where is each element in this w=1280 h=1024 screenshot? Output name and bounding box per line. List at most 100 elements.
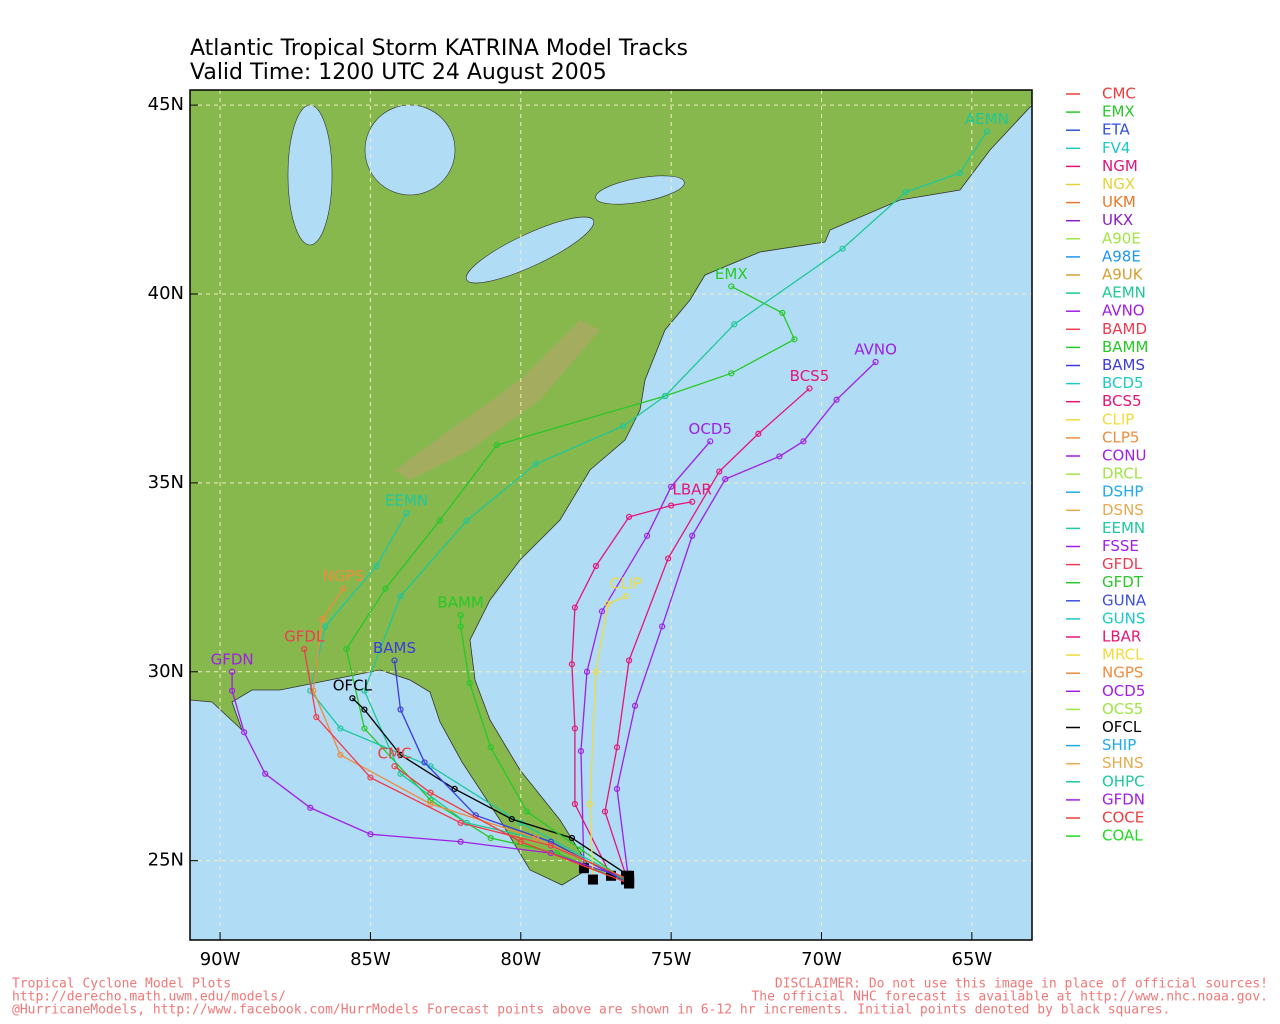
land	[190, 90, 1032, 886]
forecast-point	[689, 532, 696, 539]
forecast-point	[382, 585, 389, 592]
track-label: EMX	[715, 265, 748, 283]
forecast-point	[343, 646, 350, 653]
x-tick-label: 85W	[350, 949, 391, 970]
initial-point	[578, 863, 589, 874]
model-track	[604, 387, 810, 876]
forecast-point	[457, 623, 464, 630]
forecast-point	[779, 309, 786, 316]
forecast-point	[728, 370, 735, 377]
forecast-point	[604, 600, 612, 607]
forecast-point	[571, 725, 579, 732]
forecast-point	[361, 687, 368, 694]
legend-label: CLIP	[1102, 410, 1134, 428]
legend-label: LBAR	[1102, 628, 1141, 646]
legend-label: ETA	[1102, 121, 1130, 139]
x-tick-label: 80W	[500, 949, 541, 970]
footer-text: The official NHC forecast is available a…	[751, 990, 1268, 1005]
forecast-point	[313, 714, 320, 721]
legend-label: GUNS	[1102, 609, 1145, 627]
highlands	[395, 320, 600, 480]
track-label: AVNO	[854, 341, 897, 359]
legend-label: FSSE	[1102, 537, 1139, 555]
legend-label: CONU	[1102, 447, 1146, 465]
forecast-point	[668, 502, 675, 509]
title-line: Atlantic Tropical Storm KATRINA Model Tr…	[190, 36, 688, 61]
forecast-point	[436, 517, 443, 524]
legend-label: NGM	[1102, 157, 1138, 175]
forecast-point	[577, 748, 585, 755]
forecast-point	[622, 593, 630, 600]
forecast-point	[322, 623, 329, 630]
forecast-point	[367, 774, 374, 781]
legend-label: NGX	[1102, 175, 1135, 193]
forecast-point	[668, 483, 675, 490]
track-label: CLIP	[610, 575, 642, 593]
legend-label: DSHP	[1102, 483, 1143, 501]
legend-label: COCE	[1102, 809, 1144, 827]
forecast-point	[463, 819, 470, 826]
forecast-point	[776, 453, 783, 460]
forecast-point	[391, 657, 398, 664]
y-tick-label: 35N	[148, 472, 184, 493]
map: EMX AEMN AVNO BCS5 OCD5 LBAR EEMN GFDN OFCL BAMM B…	[190, 90, 1032, 940]
forecast-point	[457, 838, 464, 845]
forecast-point	[625, 513, 633, 520]
track-label: OCD5	[689, 420, 732, 438]
forecast-point	[707, 438, 714, 445]
initial-point	[587, 874, 598, 885]
footer-text: http://derecho.math.uwm.edu/models/	[12, 990, 286, 1005]
legend-label: BAMM	[1102, 338, 1148, 356]
legend-label: CMC	[1102, 85, 1136, 103]
forecast-point	[229, 687, 236, 694]
track-label: NGPS	[323, 567, 364, 585]
forecast-point	[547, 842, 554, 849]
track-label: BCS5	[790, 367, 830, 385]
track-label: BAMM	[437, 594, 483, 612]
forecast-point	[601, 808, 609, 815]
legend-label: BAMS	[1102, 356, 1145, 374]
forecast-point	[310, 687, 317, 694]
legend-label: BAMD	[1102, 320, 1147, 338]
forecast-point	[728, 283, 735, 290]
model-track	[351, 697, 630, 877]
legend-label: EEMN	[1102, 519, 1145, 537]
forecast-point	[532, 460, 539, 468]
model-track	[363, 131, 988, 884]
forecast-point	[397, 706, 404, 713]
lake	[595, 175, 685, 205]
forecast-point	[421, 759, 428, 766]
footer-text: @HurricaneModels, http://www.facebook.co…	[12, 1003, 1170, 1018]
model-track	[580, 440, 711, 869]
track-label: OFCL	[333, 677, 373, 695]
forecast-point	[427, 789, 434, 796]
forecast-point	[568, 661, 576, 668]
lake	[465, 216, 595, 284]
model-track	[309, 512, 627, 881]
legend-label: FV4	[1102, 139, 1130, 157]
track-label: EEMN	[385, 492, 428, 510]
model-track	[616, 361, 877, 884]
legend-label: EMX	[1102, 103, 1135, 121]
legend-label: SHIP	[1102, 736, 1136, 754]
forecast-point	[319, 615, 326, 622]
model-track	[303, 648, 630, 881]
track-label: CMC	[378, 745, 412, 763]
forecast-point	[571, 800, 579, 808]
legend-label: BCS5	[1102, 392, 1142, 410]
legend-label: A9UK	[1102, 266, 1144, 284]
legend-label: MRCL	[1102, 646, 1144, 664]
track-label: LBAR	[673, 480, 712, 498]
model-track	[459, 615, 630, 884]
forecast-point	[517, 838, 524, 845]
forecast-point	[508, 816, 515, 823]
legend-label: OFCL	[1102, 718, 1142, 736]
legend-label: OCS5	[1102, 700, 1143, 718]
forecast-point	[262, 770, 269, 777]
forecast-point	[523, 808, 530, 815]
track-label: GFDN	[211, 650, 254, 668]
forecast-point	[662, 392, 669, 400]
forecast-point	[598, 608, 606, 615]
legend-label: GUNA	[1102, 591, 1147, 609]
